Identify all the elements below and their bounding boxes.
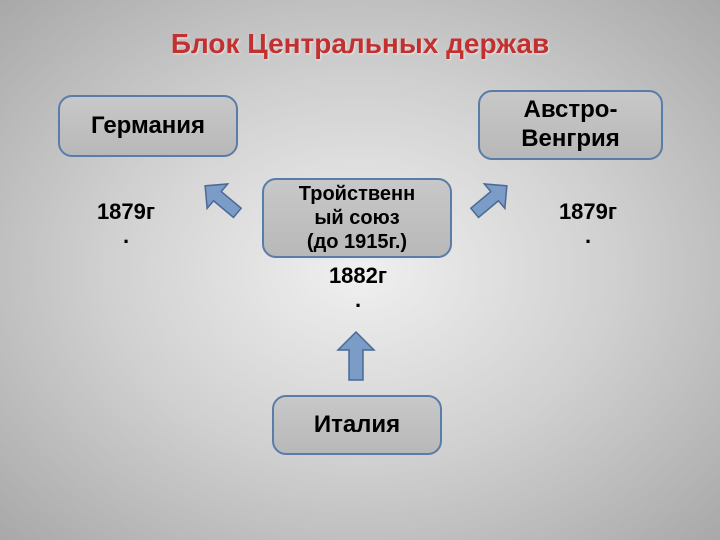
node-germany-label: Германия <box>91 112 205 141</box>
node-austria: Австро- Венгрия <box>478 90 663 160</box>
arrow-bottom <box>328 328 384 388</box>
node-germany: Германия <box>58 95 238 157</box>
date-left: 1879г . <box>66 200 186 248</box>
arrow-left <box>192 170 252 230</box>
node-italy: Италия <box>272 395 442 455</box>
node-center-label: Тройственн ый союз (до 1915г.) <box>299 182 415 254</box>
date-right: 1879г . <box>528 200 648 248</box>
node-austria-label: Австро- Венгрия <box>521 96 620 154</box>
node-center: Тройственн ый союз (до 1915г.) <box>262 178 452 258</box>
arrow-right <box>460 170 520 230</box>
node-italy-label: Италия <box>314 411 400 440</box>
date-bottom: 1882г . <box>308 264 408 312</box>
page-title: Блок Центральных держав <box>0 28 720 60</box>
